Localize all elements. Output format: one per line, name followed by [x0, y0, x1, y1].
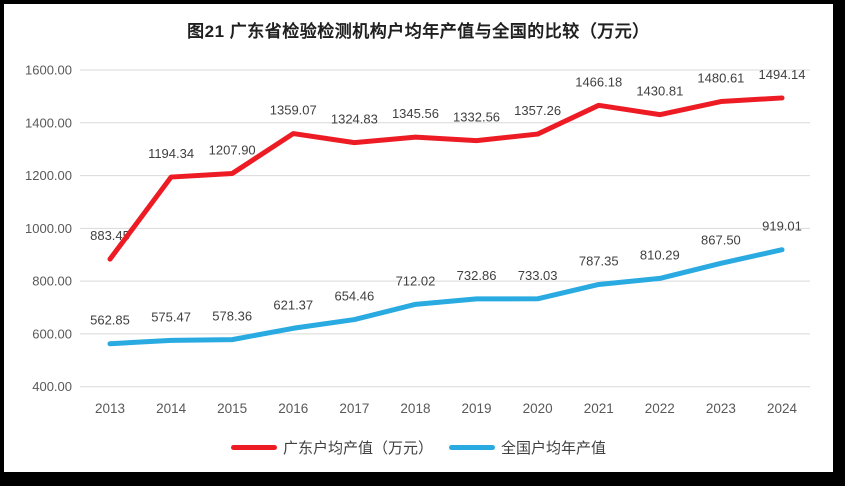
national-line-swatch-icon [449, 445, 495, 450]
y-axis-tick-label: 400.00 [32, 379, 72, 394]
chart-panel: 图21 广东省检验检测机构户均年产值与全国的比较（万元） 400.00 600.0… [4, 4, 833, 472]
data-label: 575.47 [151, 309, 191, 324]
data-label: 787.35 [579, 253, 619, 268]
data-label: 867.50 [701, 232, 741, 247]
legend: 广东户均产值（万元） 全国户均年产值 [4, 437, 833, 458]
legend-item-guangdong: 广东户均产值（万元） [230, 437, 433, 458]
data-label: 1480.61 [697, 71, 744, 86]
chart-title: 图21 广东省检验检测机构户均年产值与全国的比较（万元） [187, 22, 650, 41]
x-axis-tick-label: 2022 [645, 401, 675, 416]
data-label: 1332.56 [453, 110, 500, 125]
data-label: 562.85 [90, 313, 130, 328]
data-label: 621.37 [273, 297, 313, 312]
y-axis-tick-label: 600.00 [32, 326, 72, 341]
y-axis-tick-label: 1400.00 [25, 115, 72, 130]
x-axis-tick-label: 2023 [706, 401, 736, 416]
guangdong-line-swatch-icon [230, 445, 277, 450]
data-label: 1194.34 [148, 146, 194, 161]
y-axis-tick-label: 800.00 [32, 274, 72, 289]
x-axis-tick-label: 2020 [523, 401, 553, 416]
national-series-line [107, 247, 785, 347]
x-axis-tick-label: 2014 [156, 401, 187, 416]
y-axis-tick-label: 1600.00 [25, 63, 72, 78]
data-label: 654.46 [334, 289, 374, 304]
data-label: 1430.81 [636, 84, 683, 99]
guangdong-series-line [107, 95, 785, 262]
x-axis-tick-label: 2013 [95, 401, 125, 416]
x-axis-tick-label: 2015 [217, 401, 247, 416]
data-label: 1494.14 [759, 67, 806, 82]
x-axis-tick-label: 2021 [584, 401, 614, 416]
data-label: 1345.56 [392, 106, 439, 121]
data-label: 1324.83 [331, 112, 378, 127]
x-axis-tick-label: 2016 [278, 401, 308, 416]
y-axis-tick-label: 1200.00 [25, 168, 72, 183]
data-label: 1357.26 [514, 103, 561, 118]
data-label: 1359.07 [270, 103, 317, 118]
data-label: 712.02 [396, 273, 436, 288]
legend-label-guangdong: 广东户均产值（万元） [282, 440, 433, 457]
x-axis-tick-label: 2018 [400, 401, 430, 416]
data-label: 732.86 [457, 268, 497, 283]
data-label: 1207.90 [209, 142, 256, 157]
data-label: 578.36 [212, 309, 252, 324]
data-label: 883.45 [90, 228, 130, 243]
x-axis-tick-label: 2019 [462, 401, 492, 416]
x-axis-tick-label: 2024 [767, 401, 798, 416]
line-chart-plot-area: 400.00 600.00 800.00 1000.00 1200.00 1400.00 1… [25, 63, 810, 416]
data-label: 810.29 [640, 247, 680, 262]
data-label: 733.03 [518, 268, 558, 283]
x-axis-tick-label: 2017 [339, 401, 369, 416]
data-label: 919.01 [762, 219, 802, 234]
data-label: 1466.18 [575, 74, 622, 89]
legend-label-national: 全国户均年产值 [501, 440, 607, 457]
legend-item-national: 全国户均年产值 [449, 437, 606, 458]
y-axis-tick-label: 1000.00 [25, 221, 72, 236]
